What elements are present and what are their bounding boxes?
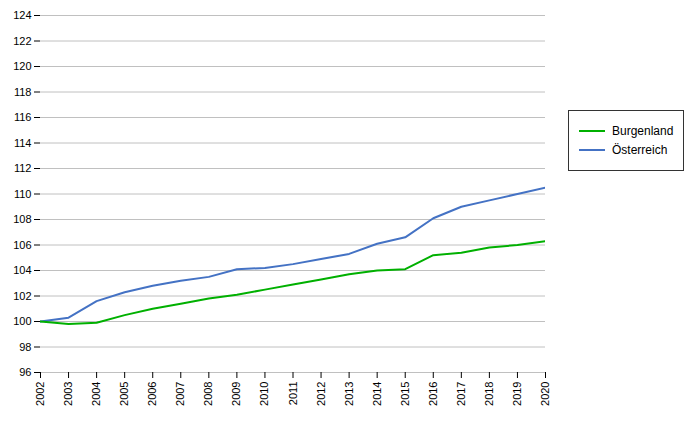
svg-text:2005: 2005 (118, 382, 130, 406)
svg-text:114: 114 (14, 137, 32, 149)
svg-text:2013: 2013 (343, 382, 355, 406)
svg-text:2009: 2009 (230, 382, 242, 406)
svg-text:2004: 2004 (90, 382, 102, 406)
svg-text:106: 106 (13, 239, 31, 251)
svg-text:98: 98 (19, 341, 31, 353)
svg-text:2014: 2014 (371, 382, 383, 406)
svg-text:2007: 2007 (174, 382, 186, 406)
html-text:Österreich: Österreich (612, 143, 668, 157)
svg-text:122: 122 (13, 35, 31, 47)
svg-text:96: 96 (19, 366, 31, 378)
svg-text:2008: 2008 (202, 382, 214, 406)
svg-text:2010: 2010 (258, 382, 270, 406)
svg-text:2002: 2002 (34, 382, 46, 406)
svg-text:100: 100 (13, 315, 31, 327)
svg-text:2012: 2012 (315, 382, 327, 406)
svg-text:124: 124 (13, 9, 31, 21)
html-text:Burgenland: Burgenland (612, 124, 674, 138)
svg-text:2003: 2003 (62, 382, 74, 406)
svg-text:2017: 2017 (455, 382, 467, 406)
svg-text:2011: 2011 (287, 382, 299, 406)
svg-text:110: 110 (14, 188, 32, 200)
svg-text:104: 104 (13, 264, 31, 276)
svg-text:2020: 2020 (539, 382, 551, 406)
svg-text:108: 108 (13, 213, 31, 225)
svg-text:112: 112 (14, 162, 32, 174)
svg-text:116: 116 (14, 111, 32, 123)
svg-text:102: 102 (13, 290, 31, 302)
svg-text:2018: 2018 (483, 382, 495, 406)
svg-text:2006: 2006 (146, 382, 158, 406)
svg-text:118: 118 (14, 86, 32, 98)
svg-text:2015: 2015 (399, 382, 411, 406)
svg-text:120: 120 (13, 60, 31, 72)
svg-text:2016: 2016 (427, 382, 439, 406)
svg-text:2019: 2019 (511, 382, 523, 406)
